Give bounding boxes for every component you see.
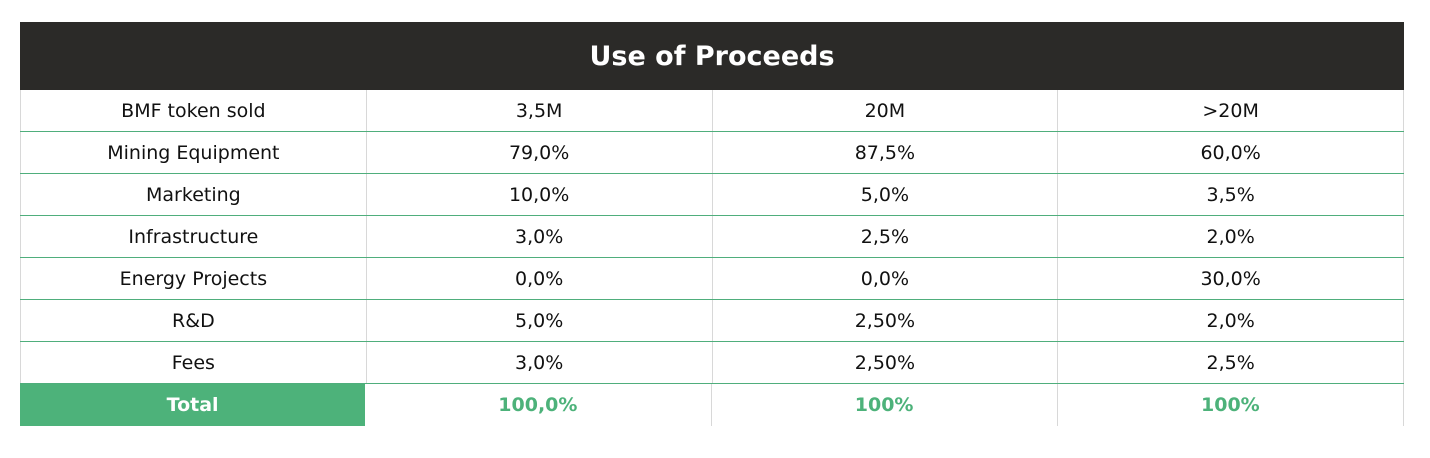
table-row-mining-equipment: Mining Equipment 79,0% 87,5% 60,0%	[20, 132, 1404, 174]
table-cell: 3,5%	[1058, 174, 1404, 215]
table-cell: 87,5%	[713, 132, 1059, 173]
total-cell: 100%	[1058, 384, 1404, 426]
total-label: Total	[20, 384, 366, 426]
row-label: Infrastructure	[20, 216, 367, 257]
table-cell: 60,0%	[1058, 132, 1404, 173]
table-cell: >20M	[1058, 90, 1404, 131]
table-row-rnd: R&D 5,0% 2,50% 2,0%	[20, 300, 1404, 342]
table-cell: 0,0%	[367, 258, 713, 299]
total-cell: 100,0%	[365, 384, 712, 426]
table-cell: 2,0%	[1058, 216, 1404, 257]
table-title: Use of Proceeds	[20, 22, 1404, 90]
table-row-total: Total 100,0% 100% 100%	[20, 384, 1404, 426]
row-label: Mining Equipment	[20, 132, 367, 173]
row-label: Fees	[20, 342, 367, 383]
table-cell: 3,5M	[367, 90, 713, 131]
row-label: Marketing	[20, 174, 367, 215]
table-cell: 30,0%	[1058, 258, 1404, 299]
use-of-proceeds-table: Use of Proceeds BMF token sold 3,5M 20M …	[20, 22, 1404, 426]
table-cell: 3,0%	[367, 342, 713, 383]
table-cell: 2,0%	[1058, 300, 1404, 341]
table-cell: 2,50%	[713, 342, 1059, 383]
row-label: Energy Projects	[20, 258, 367, 299]
table-cell: 5,0%	[367, 300, 713, 341]
total-cell: 100%	[712, 384, 1058, 426]
row-label: R&D	[20, 300, 367, 341]
row-label: BMF token sold	[20, 90, 367, 131]
table-cell: 2,5%	[1058, 342, 1404, 383]
table-row-marketing: Marketing 10,0% 5,0% 3,5%	[20, 174, 1404, 216]
table-row-fees: Fees 3,0% 2,50% 2,5%	[20, 342, 1404, 384]
table-row-energy-projects: Energy Projects 0,0% 0,0% 30,0%	[20, 258, 1404, 300]
table-row-infrastructure: Infrastructure 3,0% 2,5% 2,0%	[20, 216, 1404, 258]
table-cell: 20M	[713, 90, 1059, 131]
table-cell: 5,0%	[713, 174, 1059, 215]
table-cell: 2,50%	[713, 300, 1059, 341]
table-cell: 3,0%	[367, 216, 713, 257]
table-cell: 0,0%	[713, 258, 1059, 299]
table-cell: 79,0%	[367, 132, 713, 173]
table-cell: 2,5%	[713, 216, 1059, 257]
table-cell: 10,0%	[367, 174, 713, 215]
table-row-bmf-token-sold: BMF token sold 3,5M 20M >20M	[20, 90, 1404, 132]
